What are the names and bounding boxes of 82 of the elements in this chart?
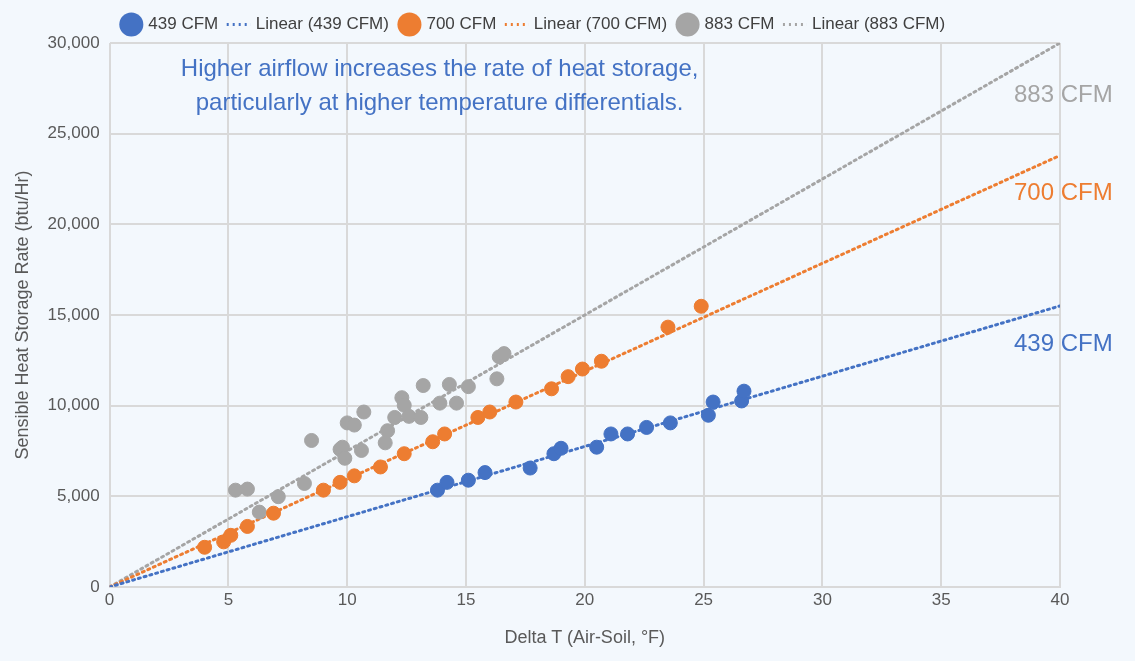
x-tick-label: 5 xyxy=(223,589,234,609)
y-tick-label: 5,000 xyxy=(57,486,100,506)
point xyxy=(460,379,476,395)
point xyxy=(380,423,396,439)
legend-label: 883 CFM xyxy=(704,14,775,34)
point xyxy=(662,415,678,431)
x-tick-label: 20 xyxy=(575,589,595,609)
legend-label: Linear (883 CFM) xyxy=(811,14,946,34)
point xyxy=(401,408,417,424)
x-axis-title: Delta T (Air-Soil, °F) xyxy=(504,627,666,648)
point xyxy=(239,518,255,534)
point xyxy=(239,481,255,497)
point xyxy=(346,468,362,484)
point xyxy=(251,504,267,520)
point xyxy=(296,475,312,491)
point xyxy=(553,440,569,456)
y-axis-title: Sensible Heat Storage Rate (btu/Hr) xyxy=(11,170,32,460)
point xyxy=(700,407,716,423)
x-tick-label: 25 xyxy=(694,589,714,609)
legend-label: Linear (700 CFM) xyxy=(533,14,668,34)
annotation: 883 CFM xyxy=(1014,79,1113,107)
point xyxy=(197,539,213,555)
x-tick-label: 40 xyxy=(1050,589,1070,609)
point xyxy=(560,369,576,385)
annotation: 439 CFM xyxy=(1014,328,1113,356)
point xyxy=(574,361,590,377)
point xyxy=(266,505,282,521)
y-tick-label: 30,000 xyxy=(47,32,100,52)
point xyxy=(496,346,512,362)
point xyxy=(425,434,441,450)
point xyxy=(437,426,453,442)
point xyxy=(639,419,655,435)
point xyxy=(415,378,431,394)
point xyxy=(304,432,320,448)
point xyxy=(413,409,429,425)
point xyxy=(482,404,498,420)
point xyxy=(589,439,605,455)
y-tick-label: 20,000 xyxy=(47,214,100,234)
point xyxy=(270,489,286,505)
point xyxy=(705,394,721,410)
point xyxy=(432,395,448,411)
point xyxy=(429,482,445,498)
point xyxy=(396,446,412,462)
point xyxy=(736,383,752,399)
x-tick-label: 10 xyxy=(337,589,357,609)
x-tick-label: 30 xyxy=(812,589,832,609)
y-tick-label: 15,000 xyxy=(47,304,100,324)
point xyxy=(620,426,636,442)
point xyxy=(356,404,372,420)
point xyxy=(353,442,369,458)
point xyxy=(332,474,348,490)
point xyxy=(337,450,353,466)
point xyxy=(522,460,538,476)
y-tick-label: 25,000 xyxy=(47,123,100,143)
x-tick-label: 0 xyxy=(104,589,115,609)
point xyxy=(372,459,388,475)
legend-label: 439 CFM xyxy=(148,14,219,34)
annotation: 700 CFM xyxy=(1014,178,1113,206)
x-tick-label: 35 xyxy=(931,589,951,609)
point xyxy=(223,527,239,543)
point xyxy=(377,435,393,451)
y-tick-label: 0 xyxy=(90,576,100,596)
legend-label: 700 CFM xyxy=(426,14,497,34)
point xyxy=(439,474,455,490)
point xyxy=(544,381,560,397)
point xyxy=(441,376,457,392)
point xyxy=(489,371,505,387)
point xyxy=(460,472,476,488)
y-tick-label: 10,000 xyxy=(47,395,100,415)
x-tick-label: 15 xyxy=(456,589,476,609)
point xyxy=(508,394,524,410)
point xyxy=(477,465,493,481)
point xyxy=(448,395,464,411)
point xyxy=(660,319,676,335)
point xyxy=(693,298,709,314)
point xyxy=(603,426,619,442)
annotation: Higher airflow increases the rate of heat storage, particularly at higher temperature differentials. xyxy=(180,53,699,115)
point xyxy=(387,409,403,425)
point xyxy=(470,409,486,425)
point xyxy=(315,482,331,498)
legend-label: Linear (439 CFM) xyxy=(255,14,389,34)
point xyxy=(593,353,609,369)
